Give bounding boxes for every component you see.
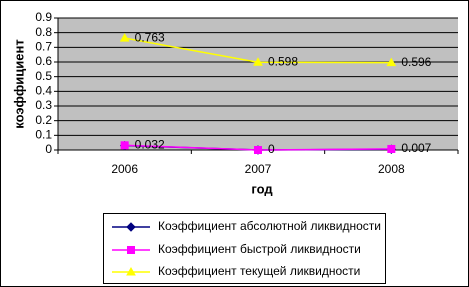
x-tick-label: 2007 [245, 162, 272, 176]
data-label: 0.032 [135, 137, 165, 151]
legend-label: Коэффициент абсолютной ликвидности [158, 219, 381, 233]
marker [386, 57, 397, 67]
marker [254, 146, 262, 154]
x-tick-label: 2008 [378, 162, 405, 176]
y-tick-label: 0.8 [35, 25, 52, 39]
data-label: 0.007 [401, 141, 431, 155]
legend [103, 213, 386, 284]
x-axis-label: год [251, 181, 273, 196]
y-tick-label: 0.7 [35, 40, 52, 54]
y-tick-label: 0.2 [35, 113, 52, 127]
y-tick-label: 0.6 [35, 54, 52, 68]
y-tick-label: 0.1 [35, 128, 52, 142]
legend-label: Коэффициент текущей ликвидности [158, 264, 360, 278]
y-tick-label: 0.9 [35, 10, 52, 24]
marker [120, 141, 129, 150]
x-tick-label: 2006 [111, 162, 138, 176]
marker [253, 57, 263, 66]
y-tick-label: 0.4 [35, 84, 52, 98]
y-axis-label: коэффициент [11, 39, 26, 128]
marker [127, 246, 135, 254]
data-label: 0.598 [268, 54, 298, 68]
marker [126, 266, 136, 276]
y-tick-label: 0 [45, 142, 52, 156]
marker [126, 222, 136, 232]
y-tick-label: 0.3 [35, 98, 52, 112]
data-label: 0.763 [135, 30, 165, 44]
plot-area [58, 18, 458, 150]
y-tick-label: 0.5 [35, 69, 52, 83]
legend-label: Коэффициент быстрой ликвидности [158, 242, 361, 256]
marker [387, 144, 396, 153]
data-label: 0 [268, 142, 275, 156]
data-label: 0.596 [401, 55, 431, 69]
marker [119, 33, 130, 42]
